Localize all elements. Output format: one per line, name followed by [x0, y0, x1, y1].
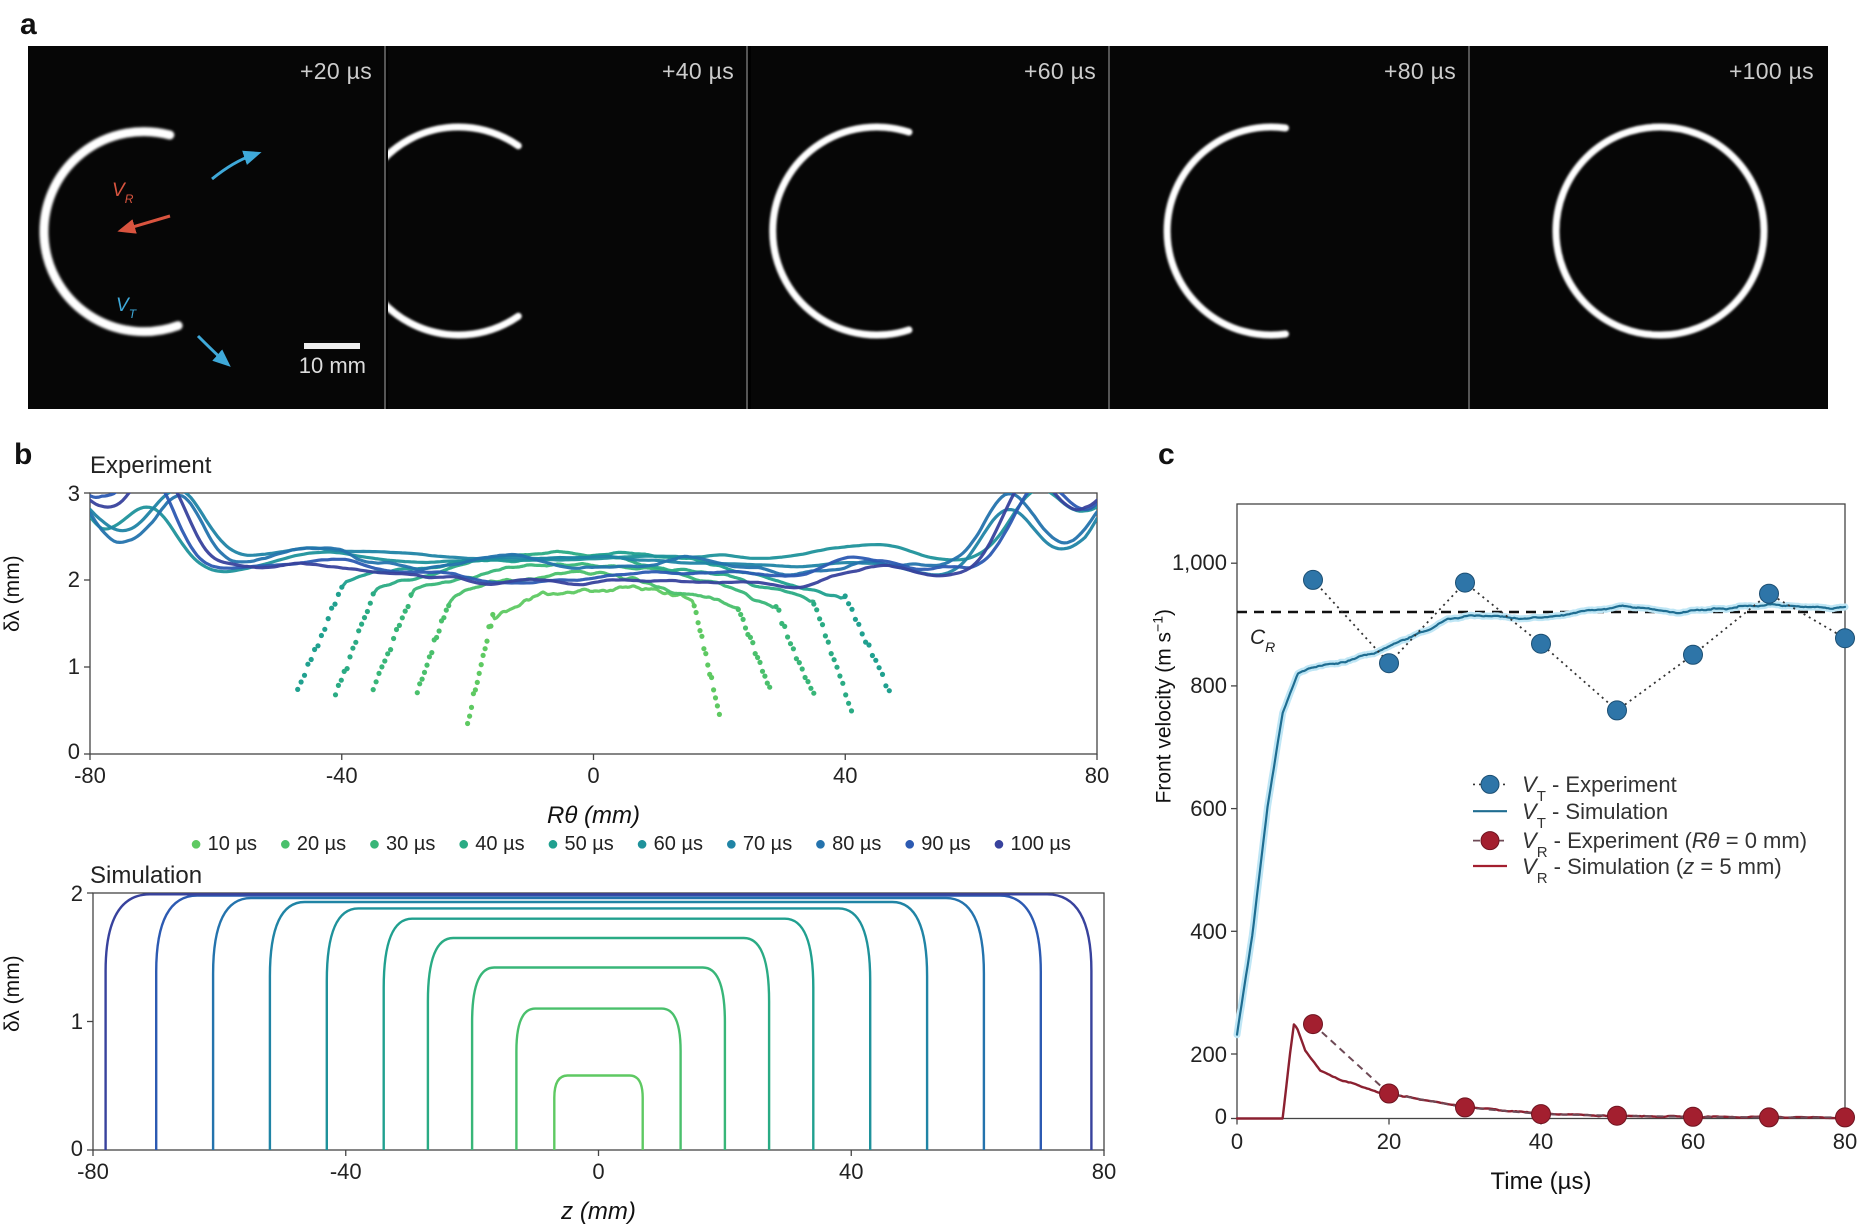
svg-text:Rθ (mm): Rθ (mm) — [547, 802, 640, 829]
svg-text:40: 40 — [1529, 1129, 1553, 1154]
svg-text:1: 1 — [71, 1009, 83, 1034]
svg-text:0: 0 — [592, 1159, 604, 1184]
svg-text:VT: VT — [116, 295, 138, 321]
svg-text:400: 400 — [1190, 919, 1227, 944]
svg-text:20: 20 — [1377, 1129, 1401, 1154]
svg-text:-80: -80 — [74, 763, 106, 788]
svg-text:-40: -40 — [326, 763, 358, 788]
svg-text:40: 40 — [839, 1159, 863, 1184]
svg-text:-80: -80 — [77, 1159, 109, 1184]
svg-text:0: 0 — [587, 763, 599, 788]
svg-text:2: 2 — [68, 567, 80, 592]
svg-text:3: 3 — [68, 481, 80, 506]
svg-text:2: 2 — [71, 881, 83, 906]
svg-text:80: 80 — [1092, 1159, 1116, 1184]
svg-text:80: 80 — [1085, 763, 1109, 788]
svg-text:0: 0 — [71, 1136, 83, 1161]
svg-text:-40: -40 — [330, 1159, 362, 1184]
svg-text:VR - Simulation (z = 5 mm): VR - Simulation (z = 5 mm) — [1522, 854, 1782, 887]
svg-text:40: 40 — [833, 763, 857, 788]
svg-text:0: 0 — [1231, 1129, 1243, 1154]
svg-text:1: 1 — [68, 654, 80, 679]
svg-text:z (mm): z (mm) — [560, 1198, 636, 1225]
svg-text:Time (µs): Time (µs) — [1491, 1168, 1592, 1195]
svg-text:VR: VR — [112, 180, 134, 206]
svg-text:80: 80 — [1833, 1129, 1857, 1154]
svg-text:600: 600 — [1190, 796, 1227, 821]
svg-text:1,000: 1,000 — [1172, 550, 1227, 575]
svg-text:CR: CR — [1250, 626, 1275, 655]
svg-text:800: 800 — [1190, 673, 1227, 698]
svg-text:60: 60 — [1681, 1129, 1705, 1154]
svg-text:0: 0 — [1215, 1104, 1227, 1129]
svg-text:200: 200 — [1190, 1042, 1227, 1067]
svg-text:0: 0 — [68, 739, 80, 764]
